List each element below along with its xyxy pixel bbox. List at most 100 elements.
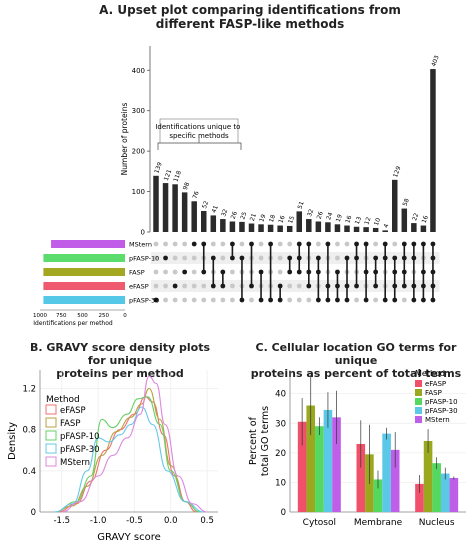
- intersection-bar-label: 12: [363, 216, 372, 226]
- matrix-dot-empty: [191, 297, 197, 303]
- matrix-dot-empty: [344, 241, 350, 247]
- intersection-bar-label: 32: [220, 208, 229, 218]
- intersection-bar: [172, 184, 178, 232]
- panel-c-title: C. Cellular location GO terms for unique…: [240, 341, 472, 380]
- set-name-label: pFASP-10: [129, 255, 159, 263]
- go-bar: [382, 433, 391, 512]
- panel-b-title: B. GRAVY score density plots for unique …: [20, 341, 220, 380]
- go-bar: [323, 409, 333, 512]
- matrix-dot-empty: [163, 269, 168, 275]
- go-bar: [297, 421, 307, 512]
- intersection-bar: [315, 221, 322, 232]
- matrix-dot-empty: [296, 297, 302, 303]
- intersection-bar: [153, 175, 159, 232]
- intersection-bar: [353, 226, 360, 232]
- matrix-dot-empty: [210, 297, 216, 303]
- upset-y-tick-label: 400: [132, 67, 145, 75]
- matrix-dot-empty: [249, 297, 254, 303]
- go-legend-label: pFASP-10: [425, 398, 458, 406]
- intersection-bar-label: 25: [239, 211, 248, 221]
- intersection-bar: [229, 221, 236, 232]
- intersection-bar-label: 129: [392, 165, 403, 178]
- matrix-dot-empty: [287, 283, 293, 289]
- matrix-dot-empty: [230, 269, 235, 275]
- intersection-bar: [239, 221, 245, 232]
- panel-c-title-line1: C. Cellular location GO terms for unique: [255, 341, 457, 367]
- set-name-label: FASP: [129, 269, 145, 277]
- matrix-dot-empty: [153, 283, 159, 289]
- matrix-dot-empty: [172, 255, 178, 261]
- matrix-dot-empty: [230, 297, 235, 303]
- matrix-dot-empty: [373, 297, 379, 303]
- intersection-bar-label: 41: [211, 204, 220, 214]
- go-legend-swatch: [415, 416, 422, 423]
- intersection-bar: [296, 211, 302, 232]
- matrix-dot-empty: [163, 283, 168, 289]
- set-size-tick-label: 500: [77, 313, 88, 319]
- density-curve: [58, 396, 197, 513]
- matrix-dot-filled: [163, 255, 168, 261]
- intersection-bar-label: 16: [421, 214, 430, 224]
- intersection-bar: [191, 201, 197, 232]
- matrix-dot-empty: [201, 297, 207, 303]
- density-y-axis-title: Density: [7, 422, 18, 460]
- density-legend-label: pFASP-10: [60, 432, 100, 442]
- set-name-label: MStern: [129, 241, 152, 249]
- density-curve: [61, 375, 208, 513]
- density-x-tick-label: 0.5: [200, 516, 214, 526]
- density-curve: [54, 406, 204, 513]
- annotation-label: Identifications unique to specific metho…: [155, 123, 242, 140]
- intersection-bar: [258, 224, 264, 232]
- set-size-tick-label: 0: [123, 313, 127, 319]
- intersection-bar: [420, 225, 427, 232]
- go-y-tick-label: 30: [275, 419, 286, 429]
- matrix-dot-empty: [191, 283, 197, 289]
- matrix-dot-empty: [258, 241, 264, 247]
- density-x-axis-title: GRAVY score: [97, 532, 161, 543]
- density-x-tick-label: -1.0: [90, 516, 107, 526]
- density-legend-title: Method: [46, 395, 80, 405]
- intersection-bar-label: 15: [287, 215, 296, 225]
- density-legend-swatch: [45, 443, 57, 454]
- matrix-dot-empty: [153, 255, 159, 261]
- matrix-dot-filled: [182, 269, 188, 275]
- matrix-dot-empty: [220, 255, 226, 261]
- go-bar: [432, 463, 441, 512]
- intersection-bar-label: 121: [163, 168, 174, 181]
- set-size-bar: [43, 282, 125, 290]
- density-y-tick-label: 0.8: [22, 426, 36, 436]
- upset-y-tick-label: 0: [141, 229, 145, 237]
- intersection-bar: [430, 69, 436, 233]
- intersection-bar: [306, 219, 312, 232]
- density-legend-swatch: [45, 456, 57, 467]
- go-category-label: Membrane: [354, 518, 403, 528]
- intersection-bar-label: 4: [383, 223, 391, 229]
- set-size-tick-label: 750: [56, 313, 67, 319]
- go-bar: [315, 426, 324, 512]
- matrix-dot-empty: [172, 297, 178, 303]
- density-x-tick-label: -1.5: [53, 516, 70, 526]
- go-bar: [390, 449, 400, 512]
- intersection-bar: [334, 224, 341, 232]
- matrix-dot-empty: [335, 241, 340, 247]
- intersection-bar-label: 24: [325, 211, 334, 221]
- go-legend-label: FASP: [425, 389, 442, 397]
- matrix-dot-empty: [163, 241, 168, 247]
- matrix-dot-empty: [191, 255, 197, 261]
- intersection-bar-label: 76: [192, 190, 201, 200]
- matrix-dot-empty: [182, 241, 188, 247]
- intersection-bar-label: 16: [277, 214, 286, 224]
- density-x-tick-label: -0.5: [126, 516, 143, 526]
- matrix-dot-empty: [172, 241, 178, 247]
- intersection-bar-label: 10: [373, 217, 382, 227]
- go-legend-label: MStern: [425, 416, 450, 424]
- matrix-dot-empty: [239, 241, 245, 247]
- matrix-dot-empty: [163, 297, 168, 303]
- matrix-dot-empty: [230, 283, 235, 289]
- intersection-bar: [382, 230, 388, 232]
- matrix-dot-empty: [354, 297, 359, 303]
- panel-a-title: A. Upset plot comparing identifications …: [60, 3, 440, 31]
- intersection-bar: [392, 179, 398, 232]
- matrix-dot-empty: [401, 297, 407, 303]
